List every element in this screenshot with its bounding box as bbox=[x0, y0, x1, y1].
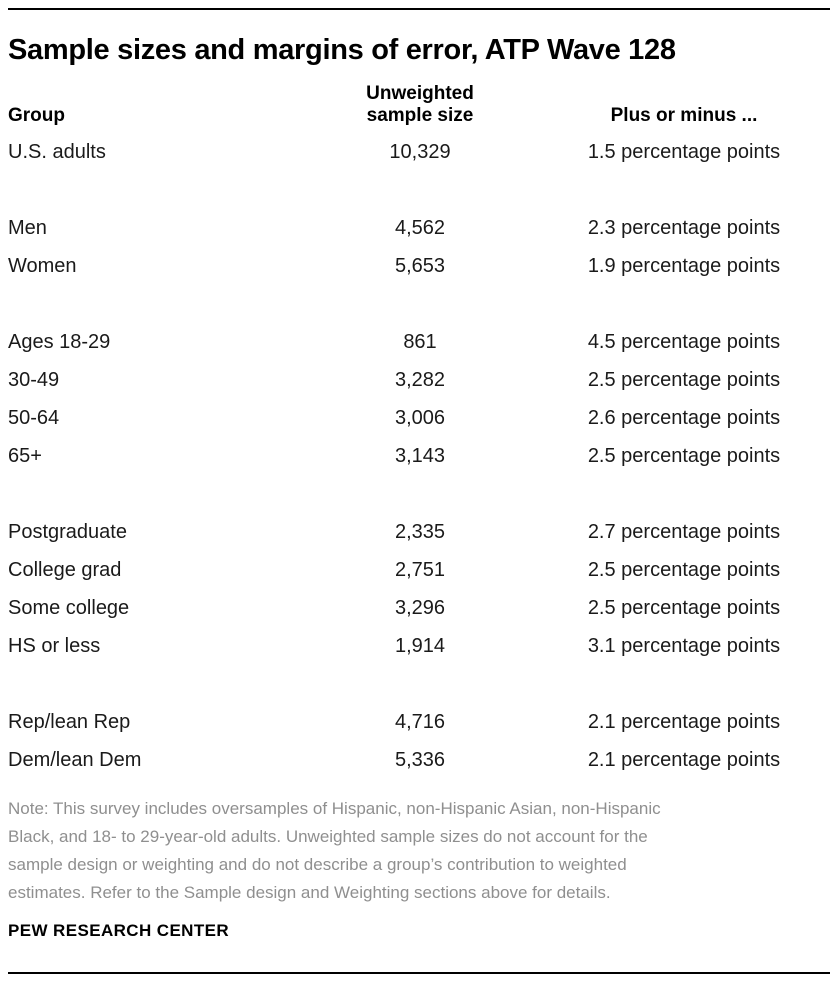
bottom-rule bbox=[8, 972, 830, 974]
moe-cell: 4.5 percentage points bbox=[587, 330, 781, 353]
sample-size-cell: 2,751 bbox=[394, 558, 446, 581]
table-row: 30-49 3,282 2.5 percentage points bbox=[8, 361, 830, 399]
table-row: Some college 3,296 2.5 percentage points bbox=[8, 589, 830, 627]
table-row: College grad 2,751 2.5 percentage points bbox=[8, 551, 830, 589]
group-cell: College grad bbox=[8, 558, 122, 581]
sample-size-cell: 2,335 bbox=[394, 520, 446, 543]
group-cell: Dem/lean Dem bbox=[8, 748, 142, 771]
table-row: Women 5,653 1.9 percentage points bbox=[8, 247, 830, 285]
moe-cell: 2.5 percentage points bbox=[587, 596, 781, 619]
moe-cell: 2.7 percentage points bbox=[587, 520, 781, 543]
section-spacer bbox=[8, 171, 830, 209]
section-spacer bbox=[8, 475, 830, 513]
moe-cell: 1.9 percentage points bbox=[587, 254, 781, 277]
table-row: U.S. adults 10,329 1.5 percentage points bbox=[8, 133, 830, 171]
group-cell: 30-49 bbox=[8, 368, 60, 391]
sample-size-cell: 4,562 bbox=[394, 216, 446, 239]
group-cell: 65+ bbox=[8, 444, 42, 467]
sample-size-cell: 10,329 bbox=[389, 140, 451, 163]
moe-cell: 2.1 percentage points bbox=[587, 710, 781, 733]
table-row: 50-64 3,006 2.6 percentage points bbox=[8, 399, 830, 437]
column-header-group: Group bbox=[8, 105, 65, 126]
sample-size-cell: 1,914 bbox=[394, 634, 446, 657]
top-rule bbox=[8, 8, 830, 10]
section-spacer bbox=[8, 285, 830, 323]
group-cell: 50-64 bbox=[8, 406, 60, 429]
table-header-row: Group Unweighted sample size Plus or min… bbox=[8, 83, 830, 127]
group-cell: HS or less bbox=[8, 634, 101, 657]
group-cell: U.S. adults bbox=[8, 140, 106, 163]
moe-cell: 2.5 percentage points bbox=[587, 444, 781, 467]
table-row: Dem/lean Dem 5,336 2.1 percentage points bbox=[8, 741, 830, 779]
sample-size-cell: 3,296 bbox=[394, 596, 446, 619]
column-header-sample-size: Unweighted sample size bbox=[332, 83, 508, 127]
sample-size-cell: 3,006 bbox=[394, 406, 446, 429]
moe-cell: 1.5 percentage points bbox=[587, 140, 781, 163]
moe-cell: 2.5 percentage points bbox=[587, 558, 781, 581]
table-row: 65+ 3,143 2.5 percentage points bbox=[8, 437, 830, 475]
group-cell: Some college bbox=[8, 596, 130, 619]
moe-cell: 3.1 percentage points bbox=[587, 634, 781, 657]
note-text: Note: This survey includes oversamples o… bbox=[8, 799, 661, 902]
sample-size-cell: 5,653 bbox=[394, 254, 446, 277]
table-body: U.S. adults 10,329 1.5 percentage points Me… bbox=[8, 133, 830, 779]
sample-size-cell: 4,716 bbox=[394, 710, 446, 733]
group-cell: Men bbox=[8, 216, 47, 239]
column-header-moe: Plus or minus ... bbox=[610, 105, 758, 126]
footer-brand: PEW RESEARCH CENTER bbox=[8, 921, 230, 940]
sample-size-cell: 861 bbox=[403, 330, 437, 353]
group-cell: Rep/lean Rep bbox=[8, 710, 131, 733]
group-cell: Women bbox=[8, 254, 77, 277]
sample-size-cell: 3,282 bbox=[394, 368, 446, 391]
sample-size-cell: 5,336 bbox=[394, 748, 446, 771]
column-header-sample-size-line2: sample size bbox=[366, 105, 474, 126]
group-cell: Postgraduate bbox=[8, 520, 127, 543]
section-spacer bbox=[8, 665, 830, 703]
moe-cell: 2.5 percentage points bbox=[587, 368, 781, 391]
page-title: Sample sizes and margins of error, ATP W… bbox=[8, 34, 676, 66]
moe-cell: 2.6 percentage points bbox=[587, 406, 781, 429]
sample-size-cell: 3,143 bbox=[394, 444, 446, 467]
table-row: Ages 18-29 861 4.5 percentage points bbox=[8, 323, 830, 361]
table-row: Rep/lean Rep 4,716 2.1 percentage points bbox=[8, 703, 830, 741]
table-row: HS or less 1,914 3.1 percentage points bbox=[8, 627, 830, 665]
moe-cell: 2.3 percentage points bbox=[587, 216, 781, 239]
moe-cell: 2.1 percentage points bbox=[587, 748, 781, 771]
table-row: Postgraduate 2,335 2.7 percentage points bbox=[8, 513, 830, 551]
column-header-sample-size-line1: Unweighted bbox=[366, 83, 474, 104]
group-cell: Ages 18-29 bbox=[8, 330, 111, 353]
table-row: Men 4,562 2.3 percentage points bbox=[8, 209, 830, 247]
